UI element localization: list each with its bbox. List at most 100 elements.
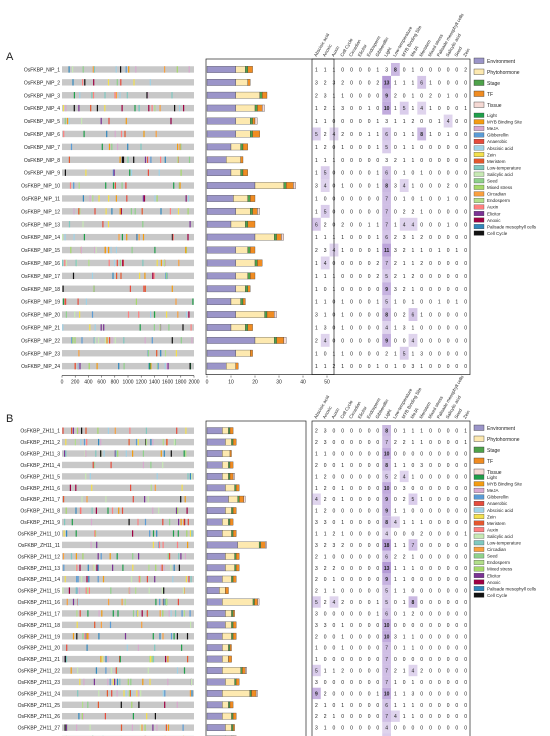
cis-element-mark [157, 362, 159, 370]
stacked-bar-segment [206, 285, 236, 293]
stacked-bar-segment [240, 298, 244, 306]
cis-element-mark [120, 130, 123, 138]
heatmap-value: 0 [368, 313, 371, 319]
heatmap-value: 1 [341, 184, 344, 190]
cis-element-mark [159, 324, 161, 331]
cis-element-mark [105, 182, 107, 189]
cis-element-mark [66, 644, 68, 651]
heatmap-value: 0 [341, 714, 344, 720]
gene-label: OsFKBP_NIP_15 [21, 248, 60, 254]
heatmap-value: 1 [447, 222, 450, 228]
stacked-bar-segment [206, 117, 236, 125]
stacked-bar-segment [293, 182, 296, 189]
cis-element-mark [185, 575, 187, 583]
cis-element-mark [150, 362, 152, 370]
heatmap-value: 0 [438, 474, 441, 480]
heatmap-value: 0 [455, 657, 458, 663]
heatmap-value: 0 [429, 158, 432, 164]
cis-element-mark [130, 575, 133, 583]
cis-element-mark [114, 427, 116, 434]
cis-element-mark [142, 259, 144, 267]
cis-element-mark [87, 564, 89, 571]
heatmap-value: 0 [429, 300, 432, 306]
cis-element-mark [113, 259, 116, 267]
heatmap-value: 0 [368, 93, 371, 99]
cis-element-mark [185, 311, 188, 318]
heatmap-column-label: Auxin [330, 45, 340, 58]
heatmap-value: 1 [455, 300, 458, 306]
cis-element-mark [143, 195, 146, 202]
cis-element-mark [107, 678, 109, 686]
heatmap-value: 0 [455, 623, 458, 629]
cis-element-mark [128, 518, 130, 526]
heatmap-value: 0 [350, 646, 353, 652]
heatmap-value: 9 [385, 497, 388, 503]
cis-element-mark [177, 311, 179, 318]
heatmap-cell [382, 436, 391, 448]
heatmap-value: 0 [464, 554, 467, 560]
heatmap-cell [443, 114, 453, 128]
stacked-bar-segment [239, 495, 244, 503]
cis-element-mark [78, 182, 80, 189]
heatmap-value: 0 [394, 532, 397, 538]
heatmap-value: 3 [385, 68, 388, 74]
cis-element-mark [72, 272, 75, 280]
cis-element-mark [92, 66, 94, 73]
heatmap-value: 2 [403, 287, 406, 293]
heatmap-value: 1 [324, 300, 327, 306]
stacked-bar-segment [222, 518, 229, 526]
heatmap-value: 0 [447, 364, 450, 370]
heatmap-cell [382, 596, 391, 608]
cis-element-mark [98, 195, 100, 202]
heatmap-value: 0 [333, 486, 336, 492]
cis-element-mark [111, 507, 114, 514]
heatmap-value: 0 [368, 119, 371, 125]
stacked-bar-segment [222, 530, 232, 537]
cis-element-mark [117, 450, 119, 457]
cis-element-mark [100, 438, 102, 446]
cis-element-mark [141, 724, 143, 731]
heatmap-value: 1 [403, 577, 406, 583]
stacked-bar-segment [225, 587, 229, 594]
cis-element-mark [123, 362, 125, 370]
heatmap-value: 0 [350, 726, 353, 732]
cis-element-mark [148, 564, 150, 571]
gene-label: OsFKBP_NIP_16 [21, 261, 60, 267]
stacked-bar-segment [222, 690, 251, 697]
cis-element-mark [79, 311, 81, 318]
cis-element-mark [76, 587, 78, 594]
cis-element-mark [175, 610, 177, 617]
cis-element-mark [164, 701, 166, 708]
cis-element-mark [135, 66, 137, 73]
heatmap-value: 0 [455, 158, 458, 164]
promoter-track [62, 564, 194, 571]
heatmap-value: 7 [385, 680, 388, 686]
element-legend-swatch [473, 520, 485, 526]
heatmap-value: 0 [455, 566, 458, 572]
promoter-track [62, 713, 194, 720]
cis-element-mark [173, 438, 175, 446]
gene-label: OsFKBP_NIP_21 [21, 325, 60, 331]
heatmap-value: 1 [376, 364, 379, 370]
cis-element-mark [147, 496, 149, 503]
heatmap-cell [382, 282, 391, 296]
cis-element-mark [70, 143, 73, 151]
stacked-bar-segment [206, 311, 236, 318]
heatmap-value: 1 [368, 222, 371, 228]
heatmap-value: 1 [412, 554, 415, 560]
cis-element-mark [119, 156, 121, 163]
element-legend-swatch [473, 586, 485, 591]
heatmap-value: 0 [368, 274, 371, 280]
heatmap-value: 0 [350, 248, 353, 254]
heatmap-value: 1 [412, 184, 415, 190]
heatmap-value: 1 [420, 313, 423, 319]
heatmap-value: 2 [315, 429, 318, 435]
heatmap-value: 1 [341, 364, 344, 370]
heatmap-cell [382, 425, 391, 437]
stacked-bar-segment [266, 311, 275, 318]
heatmap-value: 0 [420, 657, 423, 663]
heatmap-value: 13 [384, 80, 390, 86]
heatmap-value: 0 [438, 171, 441, 177]
heatmap-value: 0 [429, 657, 432, 663]
heatmap-value: 2 [324, 474, 327, 480]
